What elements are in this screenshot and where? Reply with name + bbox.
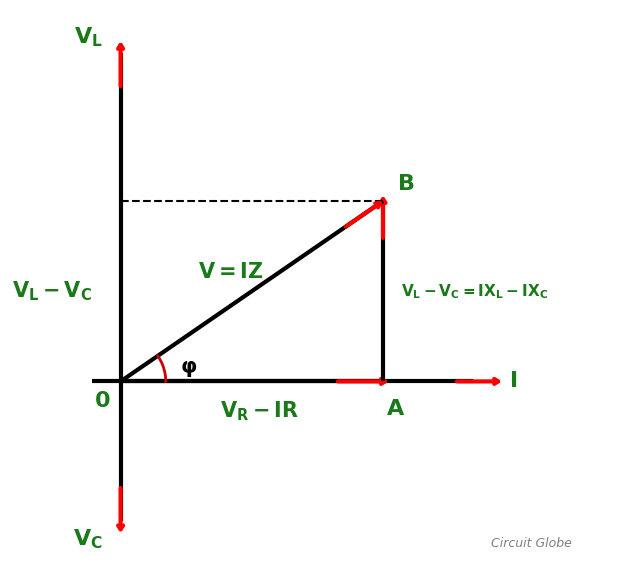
Text: $\mathbf{V_R - IR}$: $\mathbf{V_R - IR}$: [221, 400, 300, 423]
Text: I: I: [510, 371, 519, 392]
Text: $\mathbf{V_L - V_C = IX_L - IX_C}$: $\mathbf{V_L - V_C = IX_L - IX_C}$: [401, 282, 548, 301]
Text: 0: 0: [95, 391, 111, 411]
Text: $\mathbf{\varphi}$: $\mathbf{\varphi}$: [180, 359, 197, 379]
Text: B: B: [398, 174, 415, 195]
Text: $\mathbf{V_C}$: $\mathbf{V_C}$: [73, 528, 103, 551]
Text: $\mathbf{V_L - V_C}$: $\mathbf{V_L - V_C}$: [12, 280, 92, 303]
Text: $\mathbf{V{=}IZ}$: $\mathbf{V{=}IZ}$: [198, 262, 264, 282]
Text: Circuit Globe: Circuit Globe: [491, 537, 572, 550]
Text: $\mathbf{V_L}$: $\mathbf{V_L}$: [74, 25, 103, 49]
Text: A: A: [387, 400, 404, 419]
